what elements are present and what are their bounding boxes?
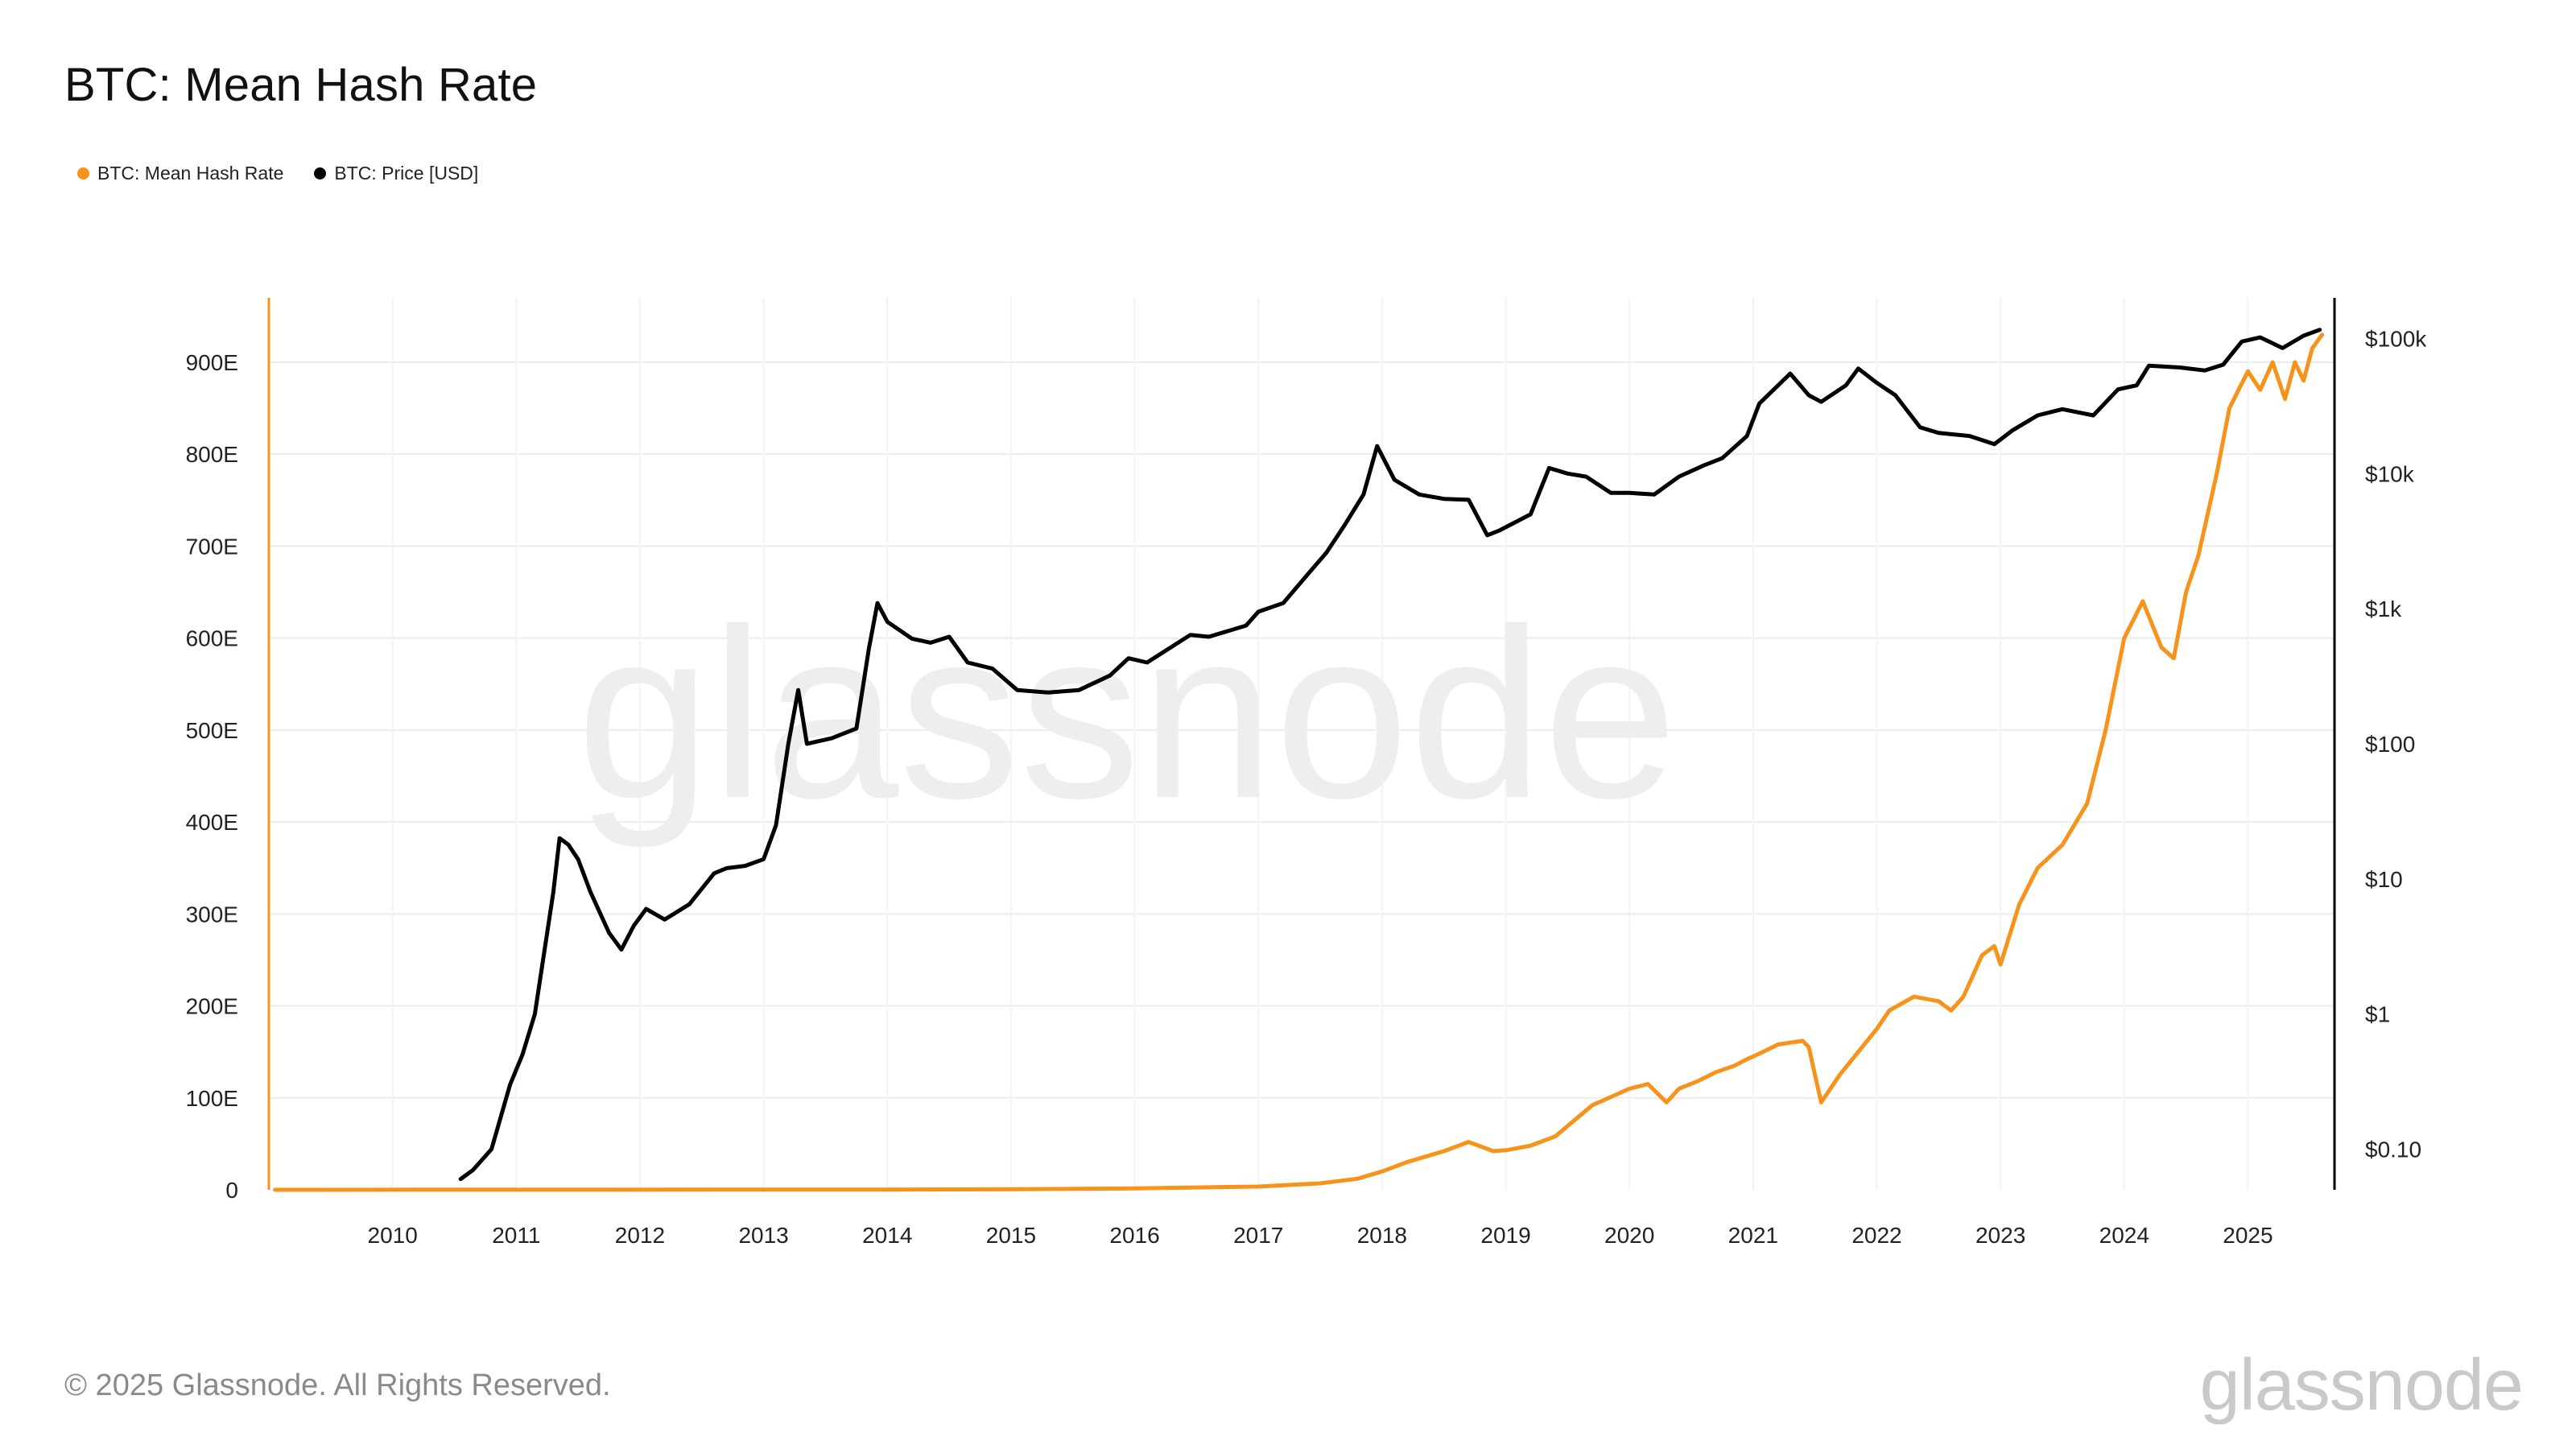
x-tick-2013: 2013 (738, 1223, 788, 1248)
y-left-tick-8: 800E (186, 442, 238, 467)
legend-dot-price (314, 167, 327, 180)
y-left-tick-3: 300E (186, 902, 238, 927)
x-tick-2016: 2016 (1109, 1223, 1159, 1248)
y-right-tick-4: $1k (2365, 597, 2402, 621)
y-right-tick-3: $100 (2365, 732, 2415, 757)
x-tick-2025: 2025 (2223, 1223, 2273, 1248)
legend-dot-hash-rate (77, 167, 89, 180)
footer-copyright: © 2025 Glassnode. All Rights Reserved. (64, 1368, 611, 1402)
series-lines (273, 328, 2325, 1192)
y-right-tick-1: $1 (2365, 1002, 2390, 1027)
axes (267, 298, 2336, 1190)
x-tick-2014: 2014 (862, 1223, 912, 1248)
y-right-tick-2: $10 (2365, 867, 2403, 892)
series-line-price[interactable] (458, 328, 2322, 1182)
y-right-tick-5: $10k (2365, 461, 2415, 486)
x-tick-2018: 2018 (1357, 1223, 1407, 1248)
x-tick-2024: 2024 (2099, 1223, 2149, 1248)
y-left-tick-9: 900E (186, 350, 238, 375)
y-left-tick-5: 500E (186, 718, 238, 743)
legend-label-price: BTC: Price [USD] (334, 163, 479, 184)
x-tick-2020: 2020 (1604, 1223, 1654, 1248)
y-left-tick-0: 0 (225, 1178, 238, 1203)
y-left-tick-7: 700E (186, 534, 238, 559)
x-tick-2015: 2015 (986, 1223, 1036, 1248)
grid-lines (269, 298, 2334, 1190)
series-line-hash-rate[interactable] (273, 332, 2325, 1192)
x-tick-2021: 2021 (1728, 1223, 1778, 1248)
x-tick-2011: 2011 (492, 1223, 540, 1248)
x-tick-2022: 2022 (1852, 1223, 1901, 1248)
y-left-tick-6: 600E (186, 626, 238, 651)
x-tick-2012: 2012 (615, 1223, 665, 1248)
y-left-axis-ticks: 0 100E 200E 300E 400E 500E 600E 700E 800E 900E (186, 350, 238, 1203)
x-tick-2019: 2019 (1480, 1223, 1530, 1248)
watermark-text: glassnode (576, 578, 1678, 850)
legend-label-hash-rate: BTC: Mean Hash Rate (97, 163, 284, 184)
chart-title: BTC: Mean Hash Rate (64, 59, 538, 111)
x-axis-ticks: 2010 2011 2012 2013 2014 2015 2016 2017 2018 2019… (368, 1223, 2273, 1248)
y-right-tick-0: $0.10 (2365, 1137, 2421, 1162)
legend-item-price[interactable]: BTC: Price [USD] (314, 163, 478, 184)
chart-legend: BTC: Mean Hash Rate BTC: Price [USD] (77, 163, 478, 184)
x-tick-2023: 2023 (1975, 1223, 2025, 1248)
x-tick-2010: 2010 (368, 1223, 418, 1248)
x-tick-2017: 2017 (1233, 1223, 1283, 1248)
y-left-tick-1: 100E (186, 1086, 238, 1111)
y-left-tick-2: 200E (186, 994, 238, 1019)
legend-item-hash-rate[interactable]: BTC: Mean Hash Rate (77, 163, 283, 184)
y-right-tick-6: $100k (2365, 327, 2427, 352)
footer-logo: glassnode (2199, 1345, 2524, 1426)
y-right-axis-ticks: $0.10 $1 $10 $100 $1k $10k $100k (2365, 327, 2427, 1162)
y-left-tick-4: 400E (186, 810, 238, 835)
